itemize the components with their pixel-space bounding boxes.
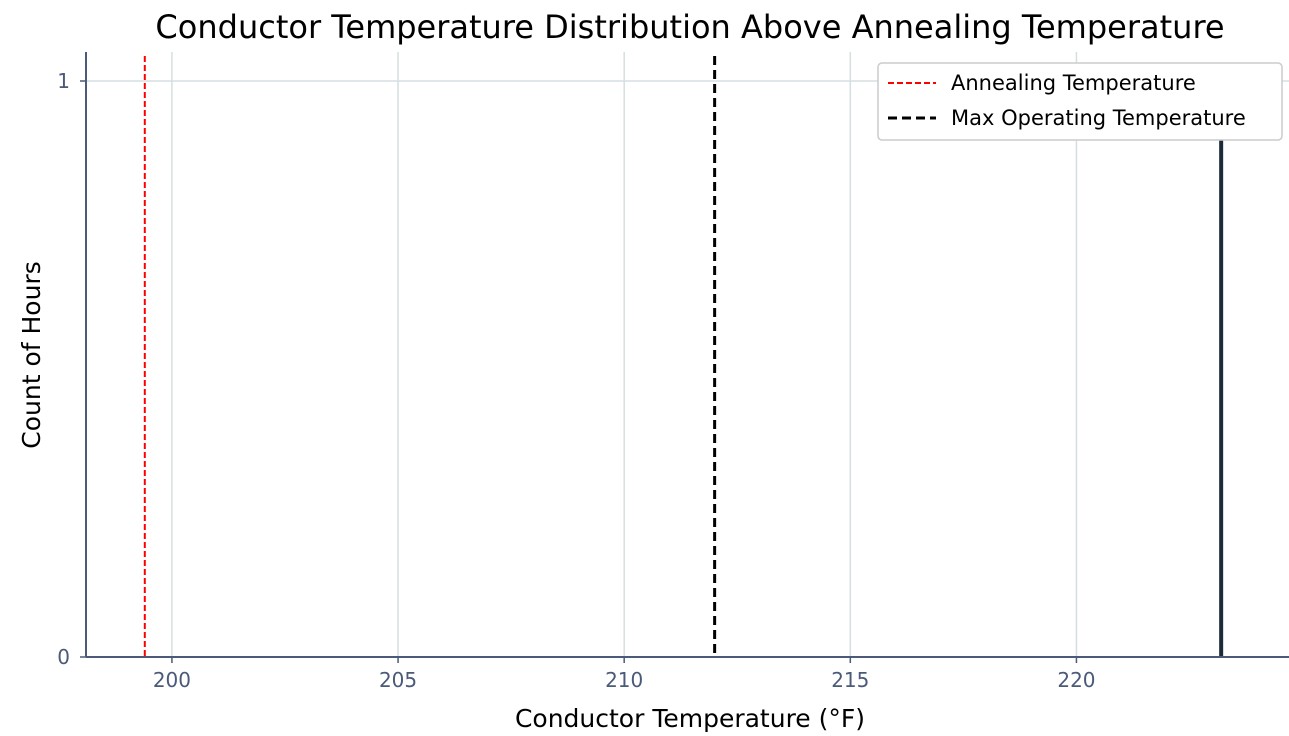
- y-tick-label: 0: [57, 645, 70, 669]
- histogram-bar: [1219, 81, 1224, 657]
- x-axis-label: Conductor Temperature (°F): [515, 704, 865, 733]
- chart-title: Conductor Temperature Distribution Above…: [155, 8, 1224, 46]
- x-tick-label: 210: [605, 668, 643, 692]
- x-tick-label: 200: [153, 668, 191, 692]
- legend-label-max-operating: Max Operating Temperature: [951, 106, 1246, 130]
- y-axis-label: Count of Hours: [17, 261, 46, 448]
- y-tick-label: 1: [57, 69, 70, 93]
- ticks: 200 205 210 215 220 0 1: [57, 69, 1095, 692]
- x-tick-label: 205: [379, 668, 417, 692]
- x-tick-label: 220: [1057, 668, 1095, 692]
- axes: [85, 52, 1289, 658]
- legend-label-annealing: Annealing Temperature: [951, 71, 1196, 95]
- bars: [1219, 81, 1224, 657]
- legend: Annealing Temperature Max Operating Tempe…: [877, 62, 1283, 141]
- reference-lines: [143, 56, 717, 657]
- x-tick-label: 215: [831, 668, 869, 692]
- legend-box: [877, 62, 1283, 141]
- grid-lines: [86, 52, 1289, 657]
